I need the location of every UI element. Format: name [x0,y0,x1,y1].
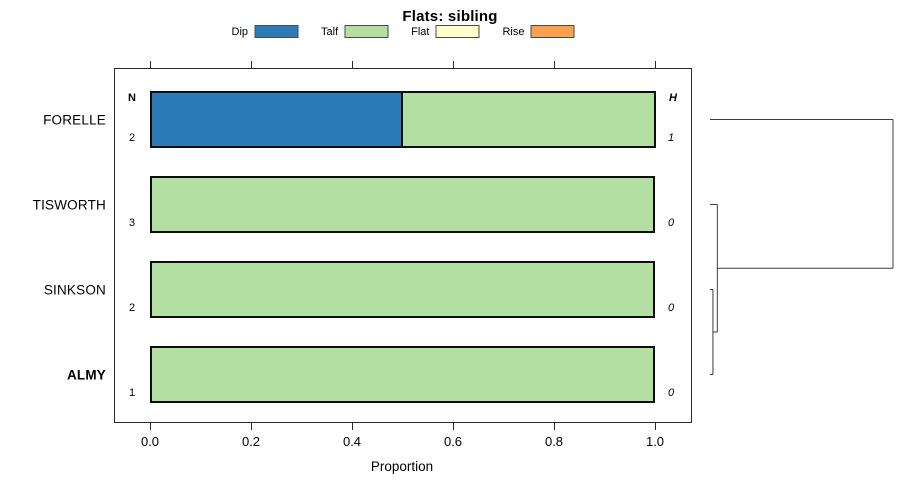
x-tick-top [655,61,656,68]
x-tick-label: 0.8 [544,434,564,449]
legend-swatch [254,25,299,38]
h-value: 0 [667,217,675,229]
bar-tisworth [150,176,655,233]
x-tick-label: 0.2 [241,434,261,449]
legend-item-flat: Flat [411,25,480,38]
x-tick-bottom [352,423,353,430]
x-tick-label: 1.0 [645,434,665,449]
bar-segment-talf [150,176,655,233]
x-tick-top [554,61,555,68]
x-tick-bottom [251,423,252,430]
n-value: 3 [128,217,136,229]
legend: Dip Talf Flat Rise [232,25,575,38]
y-axis-label: SINKSON [43,282,106,297]
legend-item-talf: Talf [321,25,389,38]
legend-swatch [530,25,575,38]
legend-label: Flat [411,25,430,38]
h-value: 0 [667,302,675,314]
x-tick-top [453,61,454,68]
bar-segment-talf [150,346,655,403]
n-column-header: N [128,92,136,104]
x-tick-bottom [554,423,555,430]
legend-swatch [435,25,480,38]
y-axis-label: FORELLE [43,112,106,127]
x-tick-bottom [655,423,656,430]
x-tick-top [352,61,353,68]
x-tick-bottom [150,423,151,430]
bar-sinkson [150,261,655,318]
x-tick-label: 0.6 [443,434,463,449]
x-tick-top [251,61,252,68]
legend-label: Dip [231,25,249,38]
n-value: 2 [128,302,136,314]
h-value: 0 [667,387,675,399]
h-column-header: H [669,92,677,104]
legend-label: Talf [321,25,339,38]
y-axis-label: TISWORTH [32,197,106,212]
legend-item-rise: Rise [502,25,575,38]
legend-item-dip: Dip [232,25,299,38]
y-axis-label: ALMY [66,367,106,382]
chart-title: Flats: sibling [402,8,498,25]
x-tick-label: 0.4 [342,434,362,449]
n-value: 1 [128,387,136,399]
x-axis-title: Proportion [370,459,434,474]
x-tick-top [150,61,151,68]
legend-swatch [344,25,389,38]
bar-forelle [150,91,656,148]
x-tick-bottom [453,423,454,430]
x-tick-label: 0.0 [140,434,160,449]
bar-segment-talf [401,91,656,148]
legend-label: Rise [502,25,525,38]
bar-almy [150,346,655,403]
bar-segment-talf [150,261,655,318]
bar-segment-dip [150,91,403,148]
n-value: 2 [128,132,136,144]
h-value: 1 [667,132,675,144]
